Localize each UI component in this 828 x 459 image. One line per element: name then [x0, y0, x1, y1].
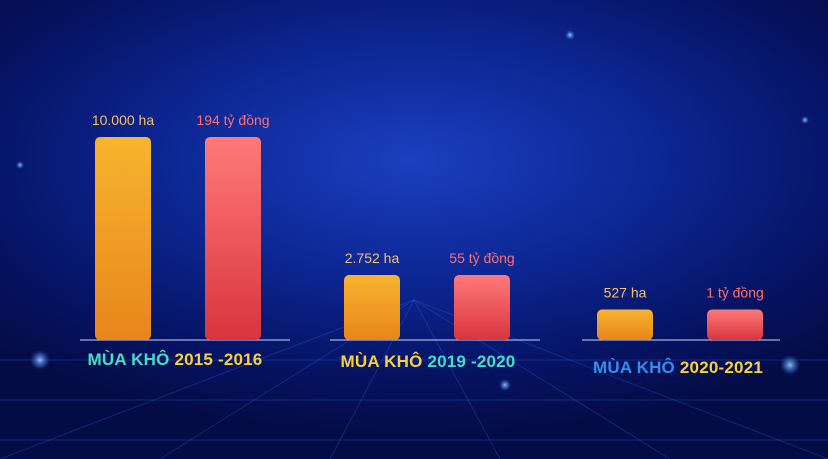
area-value-label-1: 10.000 ha — [92, 112, 154, 128]
group-title-prefix: MÙA KHÔ — [88, 350, 175, 369]
money-bar-2 — [454, 275, 510, 340]
money-value-label-1: 194 tỷ đồng — [196, 112, 269, 128]
group-title-2: MÙA KHÔ 2019 -2020 — [341, 352, 516, 371]
labels-layer: 10.000 ha 194 tỷ đồng MÙA KHÔ 2015 -2016 2.… — [88, 112, 764, 377]
group-title-prefix: MÙA KHÔ — [341, 352, 428, 371]
area-value-label-2: 2.752 ha — [345, 250, 400, 266]
group-title-3: MÙA KHÔ 2020-2021 — [593, 358, 763, 377]
group-title-years: 2019 -2020 — [427, 352, 515, 371]
group-title-prefix: MÙA KHÔ — [593, 358, 680, 377]
background-glow-dots — [16, 30, 809, 391]
group-title-years: 2020-2021 — [680, 358, 763, 377]
money-bar-1 — [205, 137, 261, 340]
money-value-label-3: 1 tỷ đồng — [706, 285, 764, 301]
area-bar-2 — [344, 275, 400, 340]
group-title-1: MÙA KHÔ 2015 -2016 — [88, 350, 263, 369]
bars-layer — [80, 137, 780, 341]
group-title-years: 2015 -2016 — [174, 350, 262, 369]
area-value-label-3: 527 ha — [604, 285, 647, 301]
area-bar-3 — [597, 309, 653, 340]
area-bar-1 — [95, 137, 151, 340]
money-value-label-2: 55 tỷ đồng — [449, 250, 514, 266]
money-bar-3 — [707, 309, 763, 340]
